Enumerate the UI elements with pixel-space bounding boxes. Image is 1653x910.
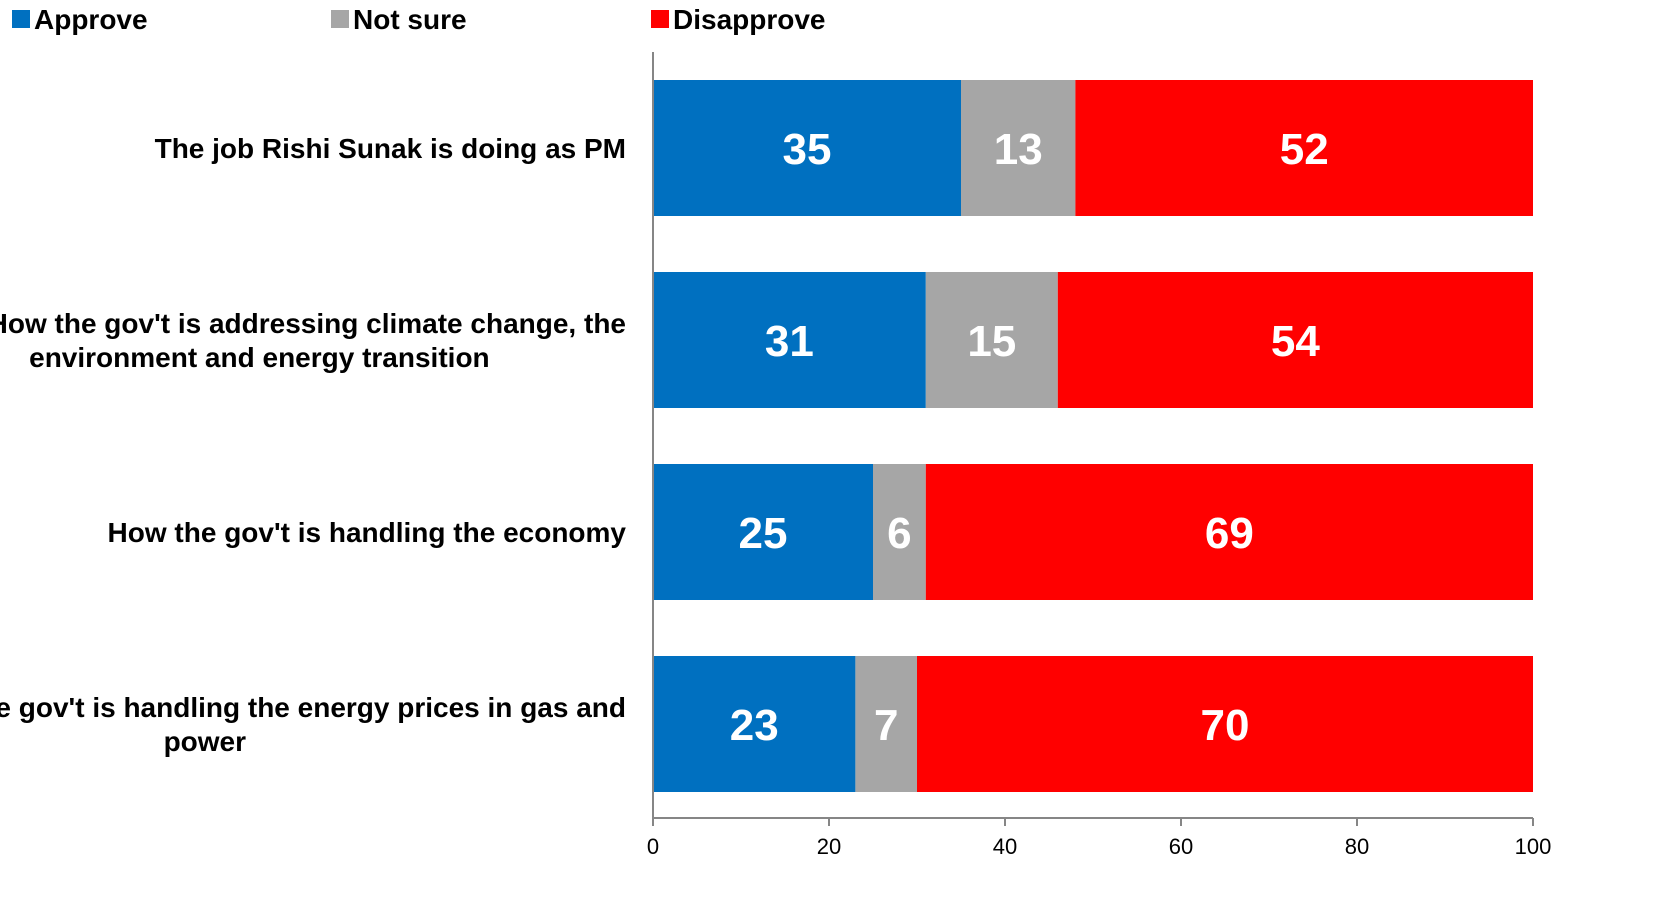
bar-segment-disapprove [925,464,1533,600]
legend-item-disapprove: Disapprove [651,4,826,35]
category-label: How the gov't is handling the economy [108,517,627,548]
x-axis: 0 20 40 60 80 100 [647,52,1551,859]
bar-row: 31 15 54 [653,272,1533,408]
x-tick-label: 0 [647,834,659,859]
category-labels: The job Rishi Sunak is doing as PM How th… [0,133,626,757]
bar-segment-disapprove [917,656,1533,792]
plot-area: 35 13 52 31 15 54 25 6 69 23 7 70 [653,80,1533,792]
category-label: power [164,726,247,757]
bar-row: 25 6 69 [653,464,1533,600]
bar-segment-not-sure [855,656,917,792]
bar-segment-not-sure [925,272,1058,408]
data-label-approve: 35 [783,125,832,174]
bar-row: 23 7 70 [653,656,1533,792]
data-label-not-sure: 15 [967,317,1016,366]
data-label-not-sure: 13 [994,125,1043,174]
bar-segment-approve [653,464,873,600]
x-tick-label: 40 [993,834,1017,859]
bar-segment-disapprove [1075,80,1533,216]
data-label-not-sure: 6 [887,509,911,558]
data-label-approve: 31 [765,317,814,366]
legend-item-approve: Approve [12,4,148,35]
legend-label-not-sure: Not sure [353,4,467,35]
x-tick-label: 60 [1169,834,1193,859]
bar-segment-not-sure [961,80,1076,216]
bar-segment-not-sure [873,464,926,600]
category-label: environment and energy transition [29,342,490,373]
bar-segment-approve [653,80,961,216]
data-label-approve: 25 [739,509,788,558]
legend-swatch-not-sure [331,10,349,28]
bar-row: 35 13 52 [653,80,1533,216]
category-label: How the gov't is handling the energy pri… [0,692,626,723]
legend-item-not-sure: Not sure [331,4,467,35]
data-label-disapprove: 54 [1271,317,1320,366]
x-tick-label: 80 [1345,834,1369,859]
bar-segment-approve [653,656,856,792]
bar-segment-disapprove [1057,272,1533,408]
category-label: How the gov't is addressing climate chan… [0,308,626,339]
data-label-approve: 23 [730,701,779,750]
data-label-disapprove: 52 [1280,125,1329,174]
data-label-disapprove: 69 [1205,509,1254,558]
category-label: The job Rishi Sunak is doing as PM [155,133,626,164]
data-label-not-sure: 7 [874,701,898,750]
legend-swatch-approve [12,10,30,28]
legend-swatch-disapprove [651,10,669,28]
legend-label-disapprove: Disapprove [673,4,826,35]
data-label-disapprove: 70 [1201,701,1250,750]
x-tick-label: 100 [1515,834,1552,859]
chart-legend: Approve Not sure Disapprove [12,4,826,35]
x-tick-label: 20 [817,834,841,859]
bar-segment-approve [653,272,926,408]
legend-label-approve: Approve [34,4,148,35]
